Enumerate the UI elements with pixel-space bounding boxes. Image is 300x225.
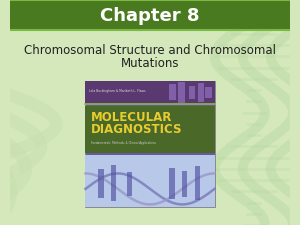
Bar [10,0,290,30]
Text: Fundamentals, Methods, & Clinical Applications: Fundamentals, Methods, & Clinical Applic… [91,141,155,145]
Text: MOLECULAR: MOLECULAR [91,111,172,124]
Bar [85,81,214,104]
Text: DIAGNOSTICS: DIAGNOSTICS [91,123,182,136]
Bar [85,155,214,207]
Bar [169,168,175,199]
Text: Lela Buckingham & Maribeth L. Flaws: Lela Buckingham & Maribeth L. Flaws [89,89,146,93]
Bar [206,87,212,98]
Bar [98,169,104,198]
Bar [85,106,214,153]
Bar [178,82,185,103]
Bar [182,171,188,197]
Text: Chromosomal Structure and Chromosomal: Chromosomal Structure and Chromosomal [24,44,276,57]
Bar [111,165,116,201]
Bar [195,166,200,200]
Bar [198,83,204,102]
Text: Mutations: Mutations [121,57,179,70]
Bar [127,172,132,196]
Bar [85,81,214,207]
Bar [169,84,176,100]
Bar [189,86,195,99]
Text: Chapter 8: Chapter 8 [100,7,200,25]
